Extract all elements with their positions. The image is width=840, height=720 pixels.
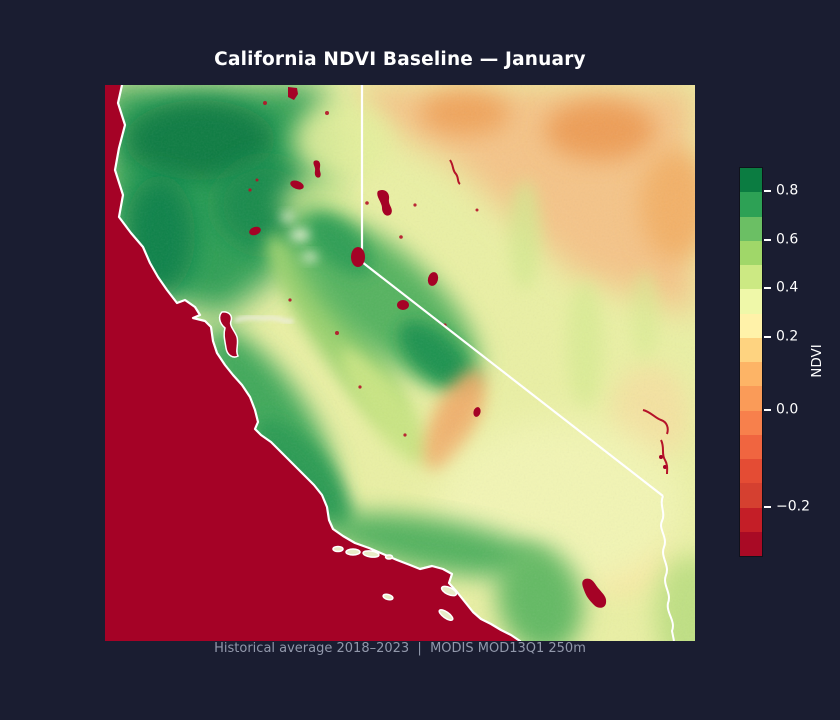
california-ndvi-map bbox=[105, 85, 695, 641]
colorbar-segment bbox=[740, 483, 762, 508]
colorbar-tick-mark bbox=[764, 505, 771, 508]
colorbar-segment bbox=[740, 362, 762, 387]
colorbar-tick-mark bbox=[764, 335, 771, 338]
colorbar-segment bbox=[740, 240, 762, 265]
chart-title: California NDVI Baseline — January bbox=[214, 49, 586, 70]
colorbar-segment bbox=[740, 289, 762, 314]
colorbar-ticks: 0.8 0.6 0.4 0.2 0.0 −0.2 bbox=[764, 167, 834, 555]
colorbar-segment bbox=[740, 265, 762, 290]
rivers bbox=[449, 159, 669, 475]
colorbar-tick-label: −0.2 bbox=[776, 498, 810, 515]
caption: Historical average 2018–2023 | MODIS MOD… bbox=[214, 641, 586, 656]
colorbar-segment bbox=[740, 410, 762, 435]
colorbar bbox=[739, 167, 763, 557]
colorbar-tick-label: 0.8 bbox=[776, 182, 799, 199]
colorbar-segment bbox=[740, 531, 762, 556]
channel-islands bbox=[332, 545, 458, 621]
colorbar-tick-label: 0.4 bbox=[776, 279, 799, 296]
colorbar-tick-label: 0.6 bbox=[776, 231, 799, 248]
colorbar-tick-mark bbox=[764, 287, 771, 290]
colorbar-segment bbox=[740, 216, 762, 241]
colorbar-axis-label: NDVI bbox=[809, 344, 825, 378]
colorbar-segment bbox=[740, 337, 762, 362]
colorbar-segment bbox=[740, 434, 762, 459]
colorbar-segment bbox=[740, 386, 762, 411]
colorbar-tick-mark bbox=[764, 408, 771, 411]
colorbar-segment bbox=[740, 313, 762, 338]
pacific-ocean-mask bbox=[105, 85, 520, 641]
colorbar-segment bbox=[740, 168, 762, 193]
colorbar-tick-mark bbox=[764, 238, 771, 241]
colorbar-tick-label: 0.2 bbox=[776, 328, 799, 345]
colorbar-segment bbox=[740, 507, 762, 532]
colorado-river-border bbox=[660, 495, 675, 641]
colorbar-segment bbox=[740, 459, 762, 484]
coastline bbox=[113, 85, 522, 641]
delta-channels bbox=[234, 315, 294, 324]
colorbar-tick-label: 0.0 bbox=[776, 401, 799, 418]
colorbar-segment bbox=[740, 192, 762, 217]
colorbar-tick-mark bbox=[764, 190, 771, 193]
sf-bay bbox=[218, 311, 240, 358]
lakes bbox=[249, 87, 667, 608]
